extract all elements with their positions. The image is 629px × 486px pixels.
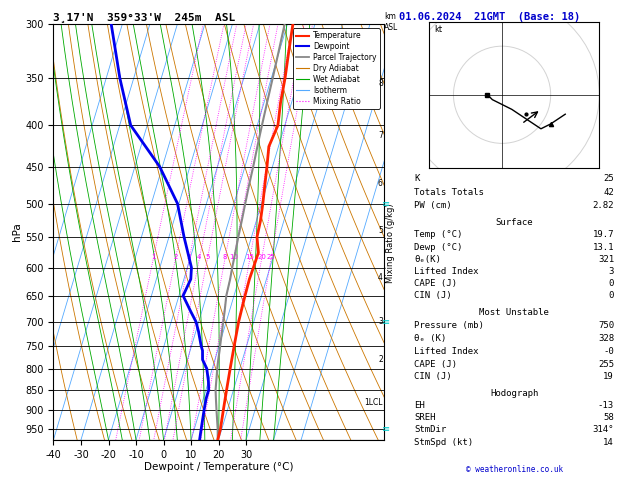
- Text: -13: -13: [598, 401, 614, 410]
- Text: 3: 3: [609, 267, 614, 276]
- Text: 5: 5: [378, 226, 383, 235]
- Text: 3: 3: [187, 254, 191, 260]
- Text: Pressure (mb): Pressure (mb): [415, 321, 484, 330]
- Text: 8: 8: [378, 79, 383, 88]
- Text: 255: 255: [598, 360, 614, 368]
- Text: © weatheronline.co.uk: © weatheronline.co.uk: [465, 465, 563, 474]
- Text: 15: 15: [245, 254, 254, 260]
- Text: CIN (J): CIN (J): [415, 372, 452, 382]
- Text: 13.1: 13.1: [593, 243, 614, 252]
- Text: -0: -0: [603, 347, 614, 356]
- Text: km
ASL: km ASL: [384, 12, 399, 32]
- Text: 58: 58: [603, 413, 614, 422]
- Text: CAPE (J): CAPE (J): [415, 279, 457, 288]
- Text: Totals Totals: Totals Totals: [415, 188, 484, 197]
- Text: 42: 42: [603, 188, 614, 197]
- Text: 0: 0: [609, 279, 614, 288]
- Text: 20: 20: [257, 254, 266, 260]
- Text: 750: 750: [598, 321, 614, 330]
- Text: 14: 14: [603, 437, 614, 447]
- Text: 19: 19: [603, 372, 614, 382]
- Text: Dewp (°C): Dewp (°C): [415, 243, 463, 252]
- Text: 25: 25: [267, 254, 276, 260]
- Text: EH: EH: [415, 401, 425, 410]
- Text: 314°: 314°: [593, 425, 614, 434]
- Text: 2: 2: [173, 254, 177, 260]
- Text: 1: 1: [151, 254, 155, 260]
- Text: θₑ(K): θₑ(K): [415, 255, 442, 264]
- Text: 3¸17'N  359°33'W  245m  ASL: 3¸17'N 359°33'W 245m ASL: [53, 12, 236, 22]
- Text: Lifted Index: Lifted Index: [415, 347, 479, 356]
- Text: StmDir: StmDir: [415, 425, 447, 434]
- Text: ≡: ≡: [382, 424, 390, 434]
- Text: 6: 6: [378, 179, 383, 188]
- Text: ≡: ≡: [382, 199, 390, 208]
- Text: 10: 10: [229, 254, 238, 260]
- Text: 01.06.2024  21GMT  (Base: 18): 01.06.2024 21GMT (Base: 18): [399, 12, 581, 22]
- Text: 4: 4: [197, 254, 201, 260]
- Text: Temp (°C): Temp (°C): [415, 230, 463, 240]
- Text: SREH: SREH: [415, 413, 436, 422]
- Text: kt: kt: [434, 25, 442, 34]
- Text: StmSpd (kt): StmSpd (kt): [415, 437, 474, 447]
- Text: 7: 7: [378, 131, 383, 140]
- Text: 328: 328: [598, 333, 614, 343]
- Text: PW (cm): PW (cm): [415, 202, 452, 210]
- Text: K: K: [415, 174, 420, 183]
- Text: 8: 8: [223, 254, 227, 260]
- Y-axis label: hPa: hPa: [13, 223, 23, 242]
- Text: θₑ (K): θₑ (K): [415, 333, 447, 343]
- Text: 2.82: 2.82: [593, 202, 614, 210]
- X-axis label: Dewpoint / Temperature (°C): Dewpoint / Temperature (°C): [144, 462, 293, 472]
- Text: Lifted Index: Lifted Index: [415, 267, 479, 276]
- Text: 25: 25: [603, 174, 614, 183]
- Text: ≡: ≡: [382, 317, 390, 327]
- Text: Hodograph: Hodograph: [490, 389, 538, 398]
- Text: 1LCL: 1LCL: [364, 398, 383, 407]
- Text: Most Unstable: Most Unstable: [479, 308, 549, 317]
- Legend: Temperature, Dewpoint, Parcel Trajectory, Dry Adiabat, Wet Adiabat, Isotherm, Mi: Temperature, Dewpoint, Parcel Trajectory…: [292, 28, 380, 109]
- Text: 3: 3: [378, 317, 383, 326]
- Text: 19.7: 19.7: [593, 230, 614, 240]
- Text: 4: 4: [378, 274, 383, 282]
- Text: 5: 5: [205, 254, 209, 260]
- Text: CIN (J): CIN (J): [415, 291, 452, 300]
- Text: 2: 2: [378, 355, 383, 364]
- Text: Surface: Surface: [496, 218, 533, 227]
- Text: Mixing Ratio (g/kg): Mixing Ratio (g/kg): [386, 203, 394, 283]
- Text: CAPE (J): CAPE (J): [415, 360, 457, 368]
- Text: 0: 0: [609, 291, 614, 300]
- Text: 321: 321: [598, 255, 614, 264]
